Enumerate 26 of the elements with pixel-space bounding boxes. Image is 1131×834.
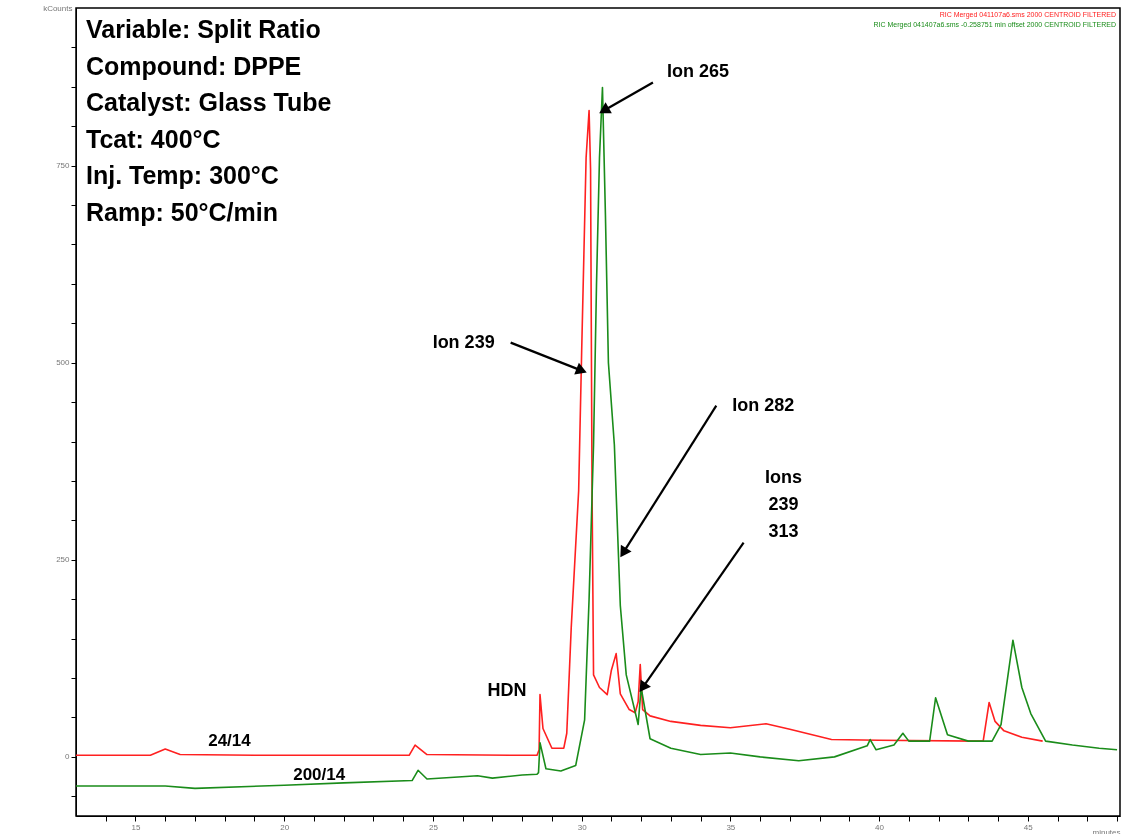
x-tick-label: 40 <box>875 822 885 832</box>
y-tick-label: 500 <box>56 358 71 368</box>
annotation: Compound: DPPE <box>86 51 302 80</box>
x-tick-label: 20 <box>280 822 290 832</box>
x-tick-label: 35 <box>726 822 736 832</box>
x-axis-title: minutes <box>1092 827 1121 834</box>
series-label: 24/14 <box>208 731 252 751</box>
annotation: Ions 239 313 <box>765 466 803 541</box>
annotation: Variable: Split Ratio <box>86 15 321 43</box>
y-tick-label: 750 <box>56 161 71 171</box>
annotation: Ion 239 <box>432 331 495 352</box>
annotation: Ion 282 <box>732 394 795 415</box>
annotation: Inj. Temp: 300°C <box>86 161 279 189</box>
annotation: HDN <box>487 679 527 700</box>
y-axis-title: kCounts <box>43 3 73 13</box>
x-tick-label: 15 <box>131 822 141 832</box>
annotation: Tcat: 400°C <box>86 124 221 153</box>
x-tick-label: 45 <box>1023 822 1034 832</box>
series-label: 200/14 <box>293 765 346 785</box>
annotation: Ramp: 50°C/min <box>86 197 278 226</box>
annotation: Ion 265 <box>666 61 729 82</box>
y-tick-label: 0 <box>65 752 71 762</box>
y-tick-label: 250 <box>56 555 71 565</box>
x-tick-label: 25 <box>428 822 439 832</box>
x-tick-label: 30 <box>577 822 588 832</box>
annotation: Catalyst: Glass Tube <box>86 88 332 116</box>
